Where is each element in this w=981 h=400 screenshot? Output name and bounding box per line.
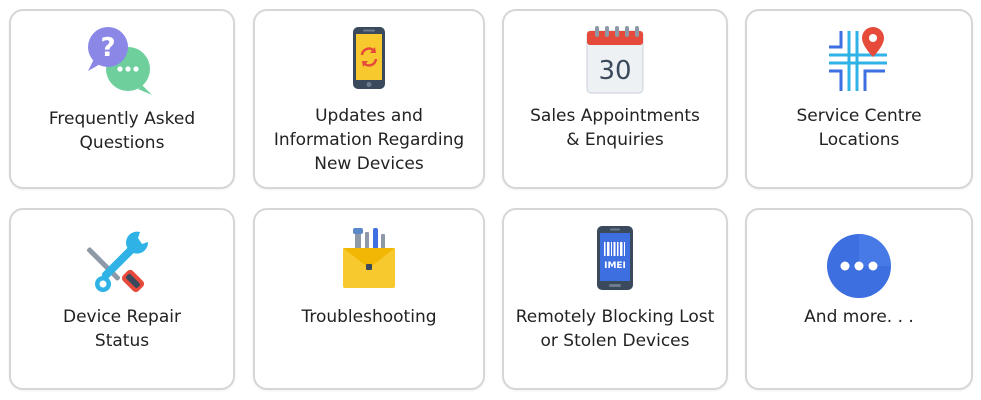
map-location-pin-icon — [829, 27, 887, 91]
repair-label-line-2: Status — [94, 331, 150, 351]
more-label-line-1: And more. . . — [804, 307, 914, 327]
service-centre-label-line-2: Locations — [818, 130, 900, 150]
service-centre-label: Service Centre Locations — [755, 104, 963, 152]
blocking-label: Remotely Blocking Lost or Stolen Devices — [512, 305, 718, 353]
faq-label: Frequently Asked Questions — [19, 107, 225, 155]
troubleshooting-label-line-1: Troubleshooting — [301, 307, 437, 327]
service-centre-card[interactable]: Service Centre Locations — [745, 9, 973, 189]
updates-label-line-3: New Devices — [314, 154, 424, 174]
faq-card[interactable]: ? Frequently Asked Questions — [9, 9, 235, 189]
more-card[interactable]: And more. . . — [745, 208, 973, 390]
updates-card[interactable]: Updates and Information Regarding New De… — [253, 9, 485, 189]
sales-label: Sales Appointments & Enquiries — [512, 104, 718, 152]
faq-label-line-2: Questions — [79, 133, 165, 153]
troubleshooting-card[interactable]: Troubleshooting — [253, 208, 485, 390]
repair-label: Device Repair Status — [19, 305, 225, 353]
more-ellipsis-icon — [827, 234, 891, 298]
sales-card[interactable]: 30 Sales Appointments & Enquiries — [502, 9, 728, 189]
phone-update-icon — [353, 27, 385, 89]
updates-label-line-1: Updates and — [315, 106, 423, 126]
faq-label-line-1: Frequently Asked — [48, 109, 196, 129]
toolbox-icon — [343, 228, 395, 288]
repair-card[interactable]: Device Repair Status — [9, 208, 235, 390]
updates-label: Updates and Information Regarding New De… — [263, 104, 475, 176]
blocking-label-line-2: or Stolen Devices — [540, 331, 690, 351]
updates-label-line-2: Information Regarding — [273, 130, 465, 150]
sales-label-line-2: & Enquiries — [566, 130, 664, 150]
blocking-card[interactable]: IMEI Remotely Blocking Lost or Stolen De… — [502, 208, 728, 390]
troubleshooting-label: Troubleshooting — [263, 305, 475, 329]
svg-text:?: ? — [100, 33, 115, 63]
sales-label-line-1: Sales Appointments — [530, 106, 700, 126]
blocking-label-line-1: Remotely Blocking Lost — [515, 307, 715, 327]
calendar-icon: 30 — [586, 26, 644, 94]
faq-chat-bubbles-icon: ? — [88, 27, 152, 95]
phone-imei-icon: IMEI — [597, 226, 633, 290]
service-centre-label-line-1: Service Centre — [796, 106, 922, 126]
calendar-day-text: 30 — [598, 56, 631, 86]
imei-text: IMEI — [604, 261, 626, 271]
more-label: And more. . . — [755, 305, 963, 329]
repair-label-line-1: Device Repair — [63, 307, 181, 327]
wrench-screwdriver-icon — [87, 231, 149, 293]
